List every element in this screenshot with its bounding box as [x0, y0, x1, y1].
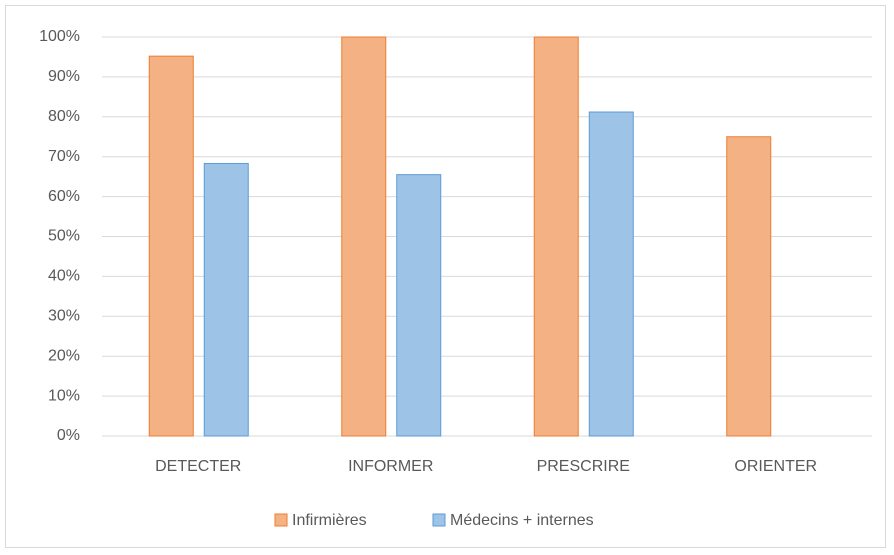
x-tick-label: PRESCRIRE [537, 458, 630, 475]
bar [533, 36, 579, 437]
y-tick-label: 10% [48, 387, 80, 404]
bar [588, 111, 634, 437]
legend-label: Médecins + internes [450, 512, 594, 529]
y-tick-label: 0% [57, 427, 80, 444]
y-tick-label: 80% [48, 108, 80, 125]
y-tick-label: 20% [48, 347, 80, 364]
bar [148, 55, 194, 437]
y-tick-label: 60% [48, 188, 80, 205]
bar [203, 162, 249, 437]
legend-label: Infirmières [292, 512, 367, 529]
y-tick-label: 30% [48, 308, 80, 325]
y-tick-label: 90% [48, 68, 80, 85]
y-tick-label: 40% [48, 268, 80, 285]
bar [726, 136, 772, 437]
y-tick-label: 70% [48, 148, 80, 165]
x-tick-label: ORIENTER [734, 458, 817, 475]
bar [341, 36, 387, 437]
bar [396, 174, 442, 437]
legend-swatch [274, 513, 288, 527]
legend-swatch [432, 513, 446, 527]
y-tick-label: 50% [48, 228, 80, 245]
x-tick-label: DETECTER [155, 458, 241, 475]
y-tick-label: 100% [39, 28, 80, 45]
x-tick-label: INFORMER [348, 458, 433, 475]
